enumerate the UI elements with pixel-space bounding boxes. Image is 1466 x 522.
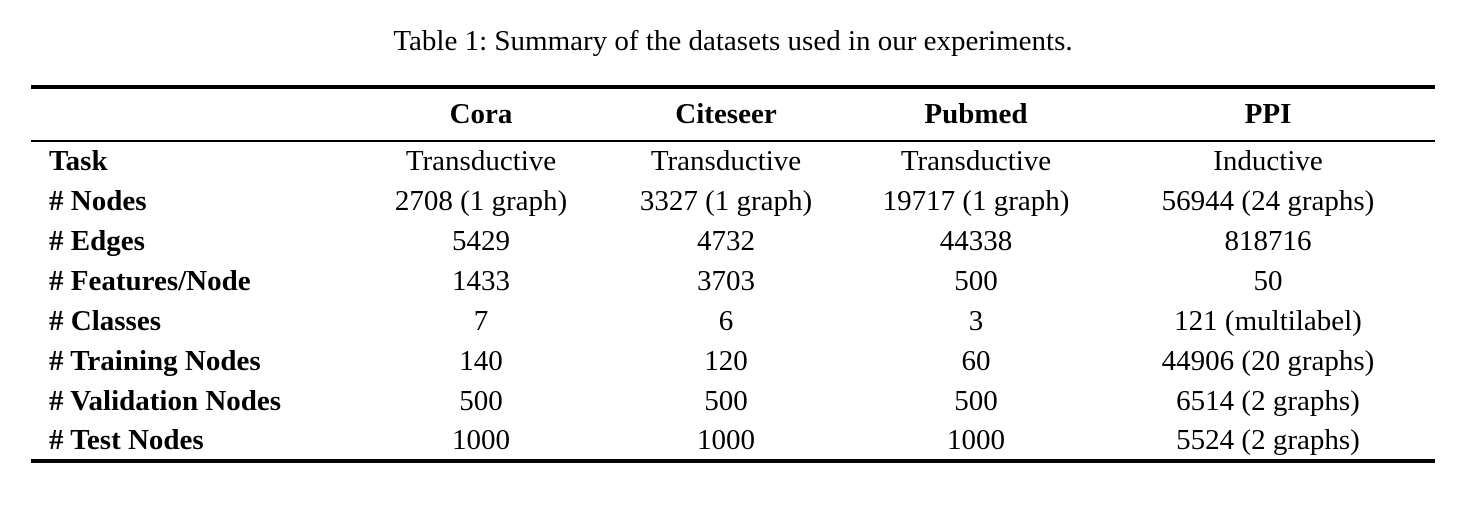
cell: 7 (473, 304, 489, 337)
table-caption: Table 1: Summary of the datasets used in… (393, 25, 1073, 57)
table-row-edges: # Edges 5429 4732 44338 818716 (31, 221, 1435, 261)
column-header-blank (31, 87, 361, 141)
cell: Transductive (405, 145, 557, 177)
cell: Inductive (1213, 145, 1323, 177)
datasets-summary-table: Cora Citeseer Pubmed PPI Task Transducti… (31, 85, 1435, 463)
cell: 3327 (1 graph) (639, 184, 813, 217)
table-row-features-per-node: # Features/Node 1433 3703 500 50 (31, 261, 1435, 301)
row-label: # Test Nodes (49, 423, 204, 456)
table-row-classes: # Classes 7 6 3 121 (multilabel) (31, 301, 1435, 341)
row-label: # Validation Nodes (49, 384, 282, 417)
table-row-test-nodes: # Test Nodes 1000 1000 1000 5524 (2 grap… (31, 421, 1435, 461)
cell: 1000 (452, 423, 510, 456)
cell: 6 (718, 304, 734, 337)
cell: 500 (954, 384, 998, 417)
cell: 44906 (20 graphs) (1161, 344, 1375, 377)
cell: 500 (704, 384, 748, 417)
column-header-pubmed: Pubmed (924, 98, 1028, 130)
cell: Transductive (650, 145, 802, 177)
cell: 120 (704, 344, 748, 377)
cell: 5524 (2 graphs) (1176, 423, 1360, 456)
row-label: # Classes (49, 304, 161, 337)
row-label: # Features/Node (49, 264, 251, 297)
cell: 6514 (2 graphs) (1176, 384, 1360, 417)
cell: 50 (1253, 264, 1283, 297)
column-header-cora: Cora (449, 98, 513, 130)
cell: 1433 (452, 264, 510, 297)
cell: 2708 (1 graph) (394, 184, 568, 217)
row-label: # Nodes (49, 184, 147, 217)
header-row: Cora Citeseer Pubmed PPI (31, 87, 1435, 141)
row-label: # Edges (49, 224, 145, 257)
cell: 3 (968, 304, 984, 337)
cell: 1000 (947, 423, 1005, 456)
cell: 500 (459, 384, 503, 417)
column-header-citeseer: Citeseer (675, 98, 777, 130)
cell: 5429 (452, 224, 510, 257)
table-row-task: Task Transductive Transductive Transduct… (31, 141, 1435, 181)
cell: 19717 (1 graph) (882, 184, 1070, 217)
cell: Transductive (900, 145, 1052, 177)
cell: 121 (multilabel) (1174, 304, 1362, 337)
row-label: Task (49, 145, 108, 177)
cell: 818716 (1224, 224, 1312, 257)
cell: 500 (954, 264, 998, 297)
table-row-training-nodes: # Training Nodes 140 120 60 44906 (20 gr… (31, 341, 1435, 381)
cell: 140 (459, 344, 503, 377)
cell: 56944 (24 graphs) (1161, 184, 1375, 217)
cell: 44338 (939, 224, 1013, 257)
table-row-nodes: # Nodes 2708 (1 graph) 3327 (1 graph) 19… (31, 181, 1435, 221)
cell: 60 (961, 344, 991, 377)
row-label: # Training Nodes (49, 344, 261, 377)
cell: 3703 (697, 264, 755, 297)
cell: 1000 (697, 423, 755, 456)
cell: 4732 (697, 224, 755, 257)
table-row-validation-nodes: # Validation Nodes 500 500 500 6514 (2 g… (31, 381, 1435, 421)
column-header-ppi: PPI (1244, 98, 1292, 130)
